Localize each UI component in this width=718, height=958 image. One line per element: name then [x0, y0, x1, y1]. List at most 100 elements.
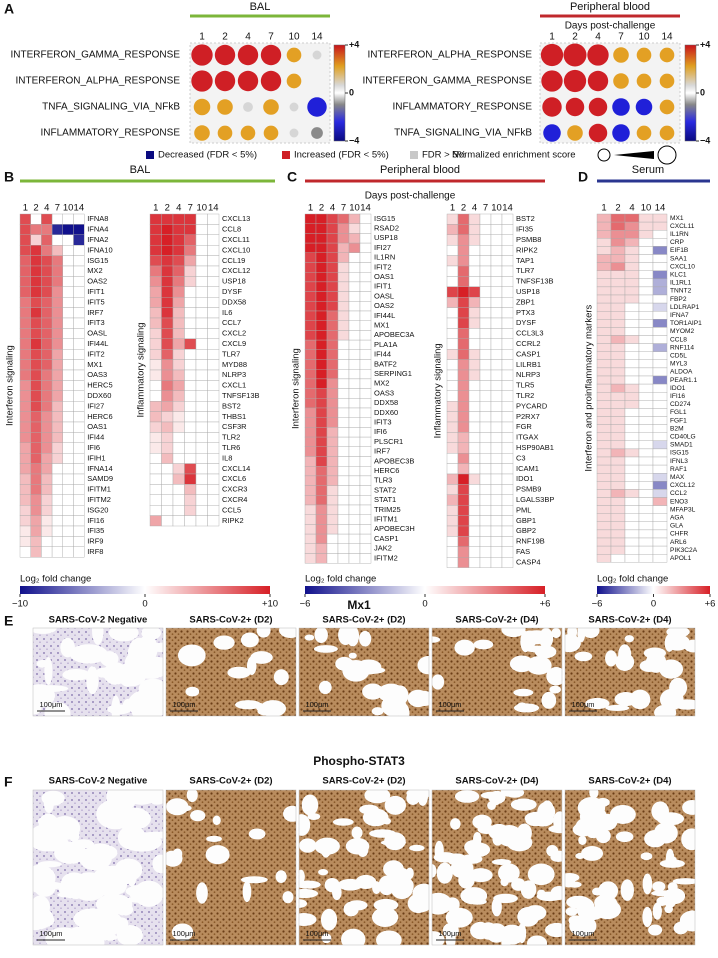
- heatmap-cell: [457, 515, 470, 527]
- alveolus: [57, 891, 81, 898]
- heatmap-cell: [172, 453, 185, 464]
- heatmap-cell: [610, 375, 626, 385]
- heatmap-cell: [610, 545, 626, 555]
- alveolus: [377, 683, 405, 703]
- alveolus: [369, 829, 397, 838]
- enrichment-dot: [659, 47, 675, 63]
- heatmap-cell: [51, 213, 63, 225]
- heatmap-cell: [479, 557, 492, 568]
- heatmap-cell: [51, 411, 63, 423]
- gene-label: IFIT2: [87, 349, 105, 358]
- heatmap-cell: [596, 456, 612, 466]
- alveolus: [246, 656, 257, 675]
- gene-label: FGL1: [670, 409, 687, 416]
- heatmap-cell: [359, 233, 372, 244]
- gene-label: IFIT5: [87, 297, 105, 306]
- heatmap-cell: [610, 432, 626, 442]
- enrichment-dot: [565, 97, 585, 117]
- gene-label: CRP: [670, 239, 685, 246]
- heatmap-cell: [446, 494, 459, 506]
- enrichment-dot: [543, 124, 561, 142]
- alveolus: [112, 800, 126, 812]
- heatmap-cell: [638, 286, 654, 296]
- heatmap-cell: [19, 265, 31, 277]
- heatmap-cell: [195, 494, 208, 506]
- heatmap-cell: [304, 417, 317, 428]
- gene-label: BATF2: [374, 359, 397, 368]
- heatmap-cell: [195, 224, 208, 235]
- heatmap-cell: [468, 359, 481, 371]
- heatmap-cell: [73, 390, 85, 402]
- gene-label: ISG15: [87, 256, 108, 265]
- heatmap-cell: [457, 453, 470, 464]
- heatmap-cell: [359, 359, 372, 370]
- gene-label: CD40LG: [670, 434, 696, 441]
- heatmap-cell: [161, 442, 174, 454]
- heatmap-cell: [172, 224, 185, 235]
- heatmap-cell: [41, 411, 53, 423]
- alveolus: [279, 628, 296, 639]
- heatmap-cell: [19, 525, 31, 537]
- gene-label: IFI6: [374, 427, 387, 436]
- image-caption: SARS-CoV-2+ (D4): [588, 615, 671, 626]
- panel-label: C: [287, 169, 297, 185]
- heatmap-cell: [149, 421, 162, 433]
- alveolus: [445, 907, 473, 928]
- heatmap-cell: [624, 213, 640, 223]
- alveolus: [240, 632, 259, 648]
- legend-size-wedge: [614, 151, 654, 159]
- heatmap-cell: [337, 456, 350, 467]
- heatmap-cell: [207, 473, 220, 485]
- alveolus: [652, 881, 666, 892]
- alveolus: [259, 700, 287, 716]
- heatmap-cell: [624, 359, 640, 369]
- heatmap-cell: [610, 311, 626, 320]
- heatmap-cell: [161, 276, 174, 287]
- scale-bar-label: 100μm: [438, 700, 461, 709]
- heatmap-cell: [468, 297, 481, 308]
- heatmap-cell: [304, 543, 317, 554]
- heatmap-cell: [348, 252, 361, 263]
- micrograph: [432, 628, 562, 716]
- heatmap-cell: [337, 320, 350, 331]
- heatmap-cell: [326, 504, 339, 515]
- alveolus: [498, 863, 520, 883]
- day-label: 10: [641, 203, 652, 214]
- heatmap-cell: [337, 533, 350, 544]
- heatmap-cell: [184, 505, 197, 516]
- gene-label: IFNA4: [87, 225, 108, 234]
- heatmap-cell: [652, 221, 668, 231]
- heatmap-cell: [610, 505, 626, 514]
- alveolus: [121, 832, 162, 852]
- heatmap-cell: [184, 421, 197, 433]
- gene-label: MX1: [87, 360, 102, 369]
- heatmap-cell: [337, 369, 350, 380]
- heatmap-cell: [359, 223, 372, 234]
- heatmap-cell: [315, 349, 328, 360]
- gene-label: IFNA10: [87, 245, 112, 254]
- heatmap-cell: [479, 369, 492, 381]
- heatmap-cell: [19, 453, 31, 464]
- alveolus: [605, 650, 618, 667]
- alveolus: [299, 880, 321, 889]
- heatmap-cell: [652, 513, 668, 523]
- heatmap-cell: [624, 529, 640, 539]
- heatmap-cell: [184, 369, 197, 381]
- heatmap-cell: [337, 262, 350, 273]
- heatmap-cell: [457, 255, 470, 267]
- alveolus: [592, 887, 602, 896]
- alveolus: [383, 860, 404, 878]
- heatmap-cell: [624, 254, 640, 263]
- heatmap-cell: [207, 359, 220, 371]
- heatmap-cell: [490, 463, 503, 475]
- heatmap-cell: [73, 349, 85, 360]
- heatmap-cell: [479, 276, 492, 287]
- heatmap-cell: [315, 223, 328, 234]
- gene-label: MX1: [670, 215, 684, 222]
- legend-label: Decreased (FDR < 5%): [158, 150, 257, 161]
- enrichment-dot: [563, 43, 587, 67]
- scale-bar-label: 100μm: [571, 700, 594, 709]
- gene-label: IFI44L: [87, 339, 108, 348]
- gene-label: TLR5: [516, 381, 534, 390]
- heatmap-cell: [610, 246, 626, 255]
